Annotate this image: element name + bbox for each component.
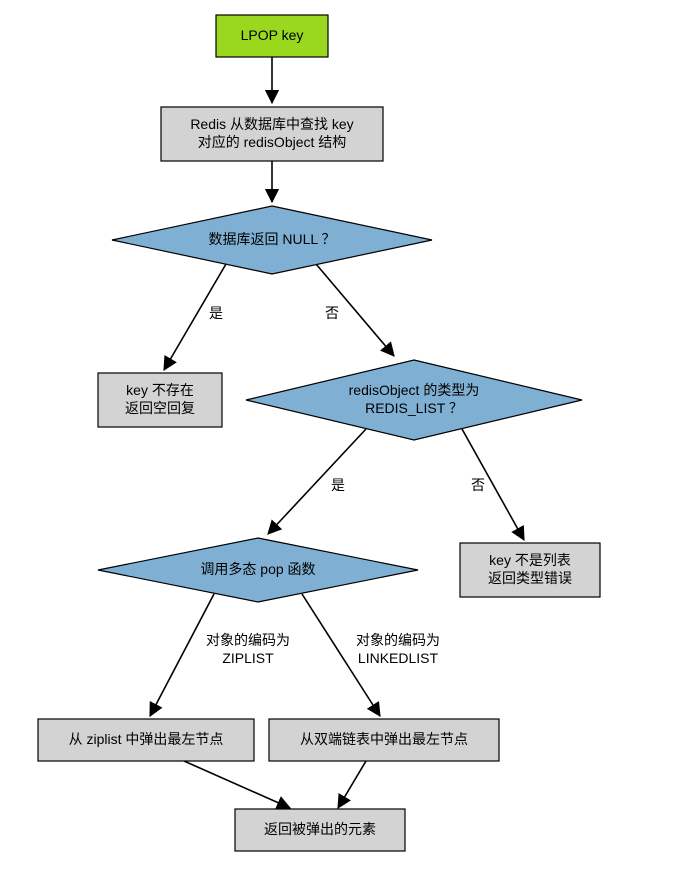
node-start: LPOP key <box>216 15 328 57</box>
edge-label-popfn-zippop: 对象的编码为ZIPLIST <box>206 632 290 666</box>
node-llpop: 从双端链表中弹出最左节点 <box>269 719 499 761</box>
node-start-label: LPOP key <box>241 27 304 43</box>
flowchart-canvas: 是否是否对象的编码为ZIPLIST对象的编码为LINKEDLISTLPOP ke… <box>0 0 699 876</box>
nodes: LPOP key Redis 从数据库中查找 key对应的 redisObject… <box>38 15 600 851</box>
node-nullq-label: 数据库返回 NULL ？ <box>208 231 335 247</box>
edge-llpop-ret <box>338 761 366 808</box>
edge-zippop-ret <box>184 761 290 808</box>
edge-label-popfn-llpop: 对象的编码为LINKEDLIST <box>356 632 440 666</box>
node-zippop-label: 从 ziplist 中弹出最左节点 <box>69 731 224 747</box>
node-notlist: key 不是列表返回类型错误 <box>460 543 600 597</box>
edge-popfn-zippop <box>150 594 214 716</box>
node-lookup: Redis 从数据库中查找 key对应的 redisObject 结构 <box>161 107 383 161</box>
edges: 是否是否对象的编码为ZIPLIST对象的编码为LINKEDLIST <box>150 57 524 808</box>
node-zippop: 从 ziplist 中弹出最左节点 <box>38 719 254 761</box>
node-ret: 返回被弹出的元素 <box>235 809 405 851</box>
node-popfn: 调用多态 pop 函数 <box>98 538 418 602</box>
node-nullq: 数据库返回 NULL ？ <box>112 206 432 274</box>
node-noexist: key 不存在返回空回复 <box>98 373 222 427</box>
node-llpop-label: 从双端链表中弹出最左节点 <box>300 731 468 747</box>
node-ret-label: 返回被弹出的元素 <box>264 821 376 837</box>
edge-label-nullq-noexist: 是 <box>209 305 223 321</box>
node-popfn-label: 调用多态 pop 函数 <box>200 561 315 577</box>
edge-label-typeq-popfn: 是 <box>331 477 345 493</box>
node-typeq: redisObject 的类型为REDIS_LIST ？ <box>246 360 582 440</box>
edge-label-nullq-typeq: 否 <box>325 305 339 321</box>
edge-label-typeq-notlist: 否 <box>471 477 485 493</box>
edge-typeq-popfn <box>268 429 366 534</box>
